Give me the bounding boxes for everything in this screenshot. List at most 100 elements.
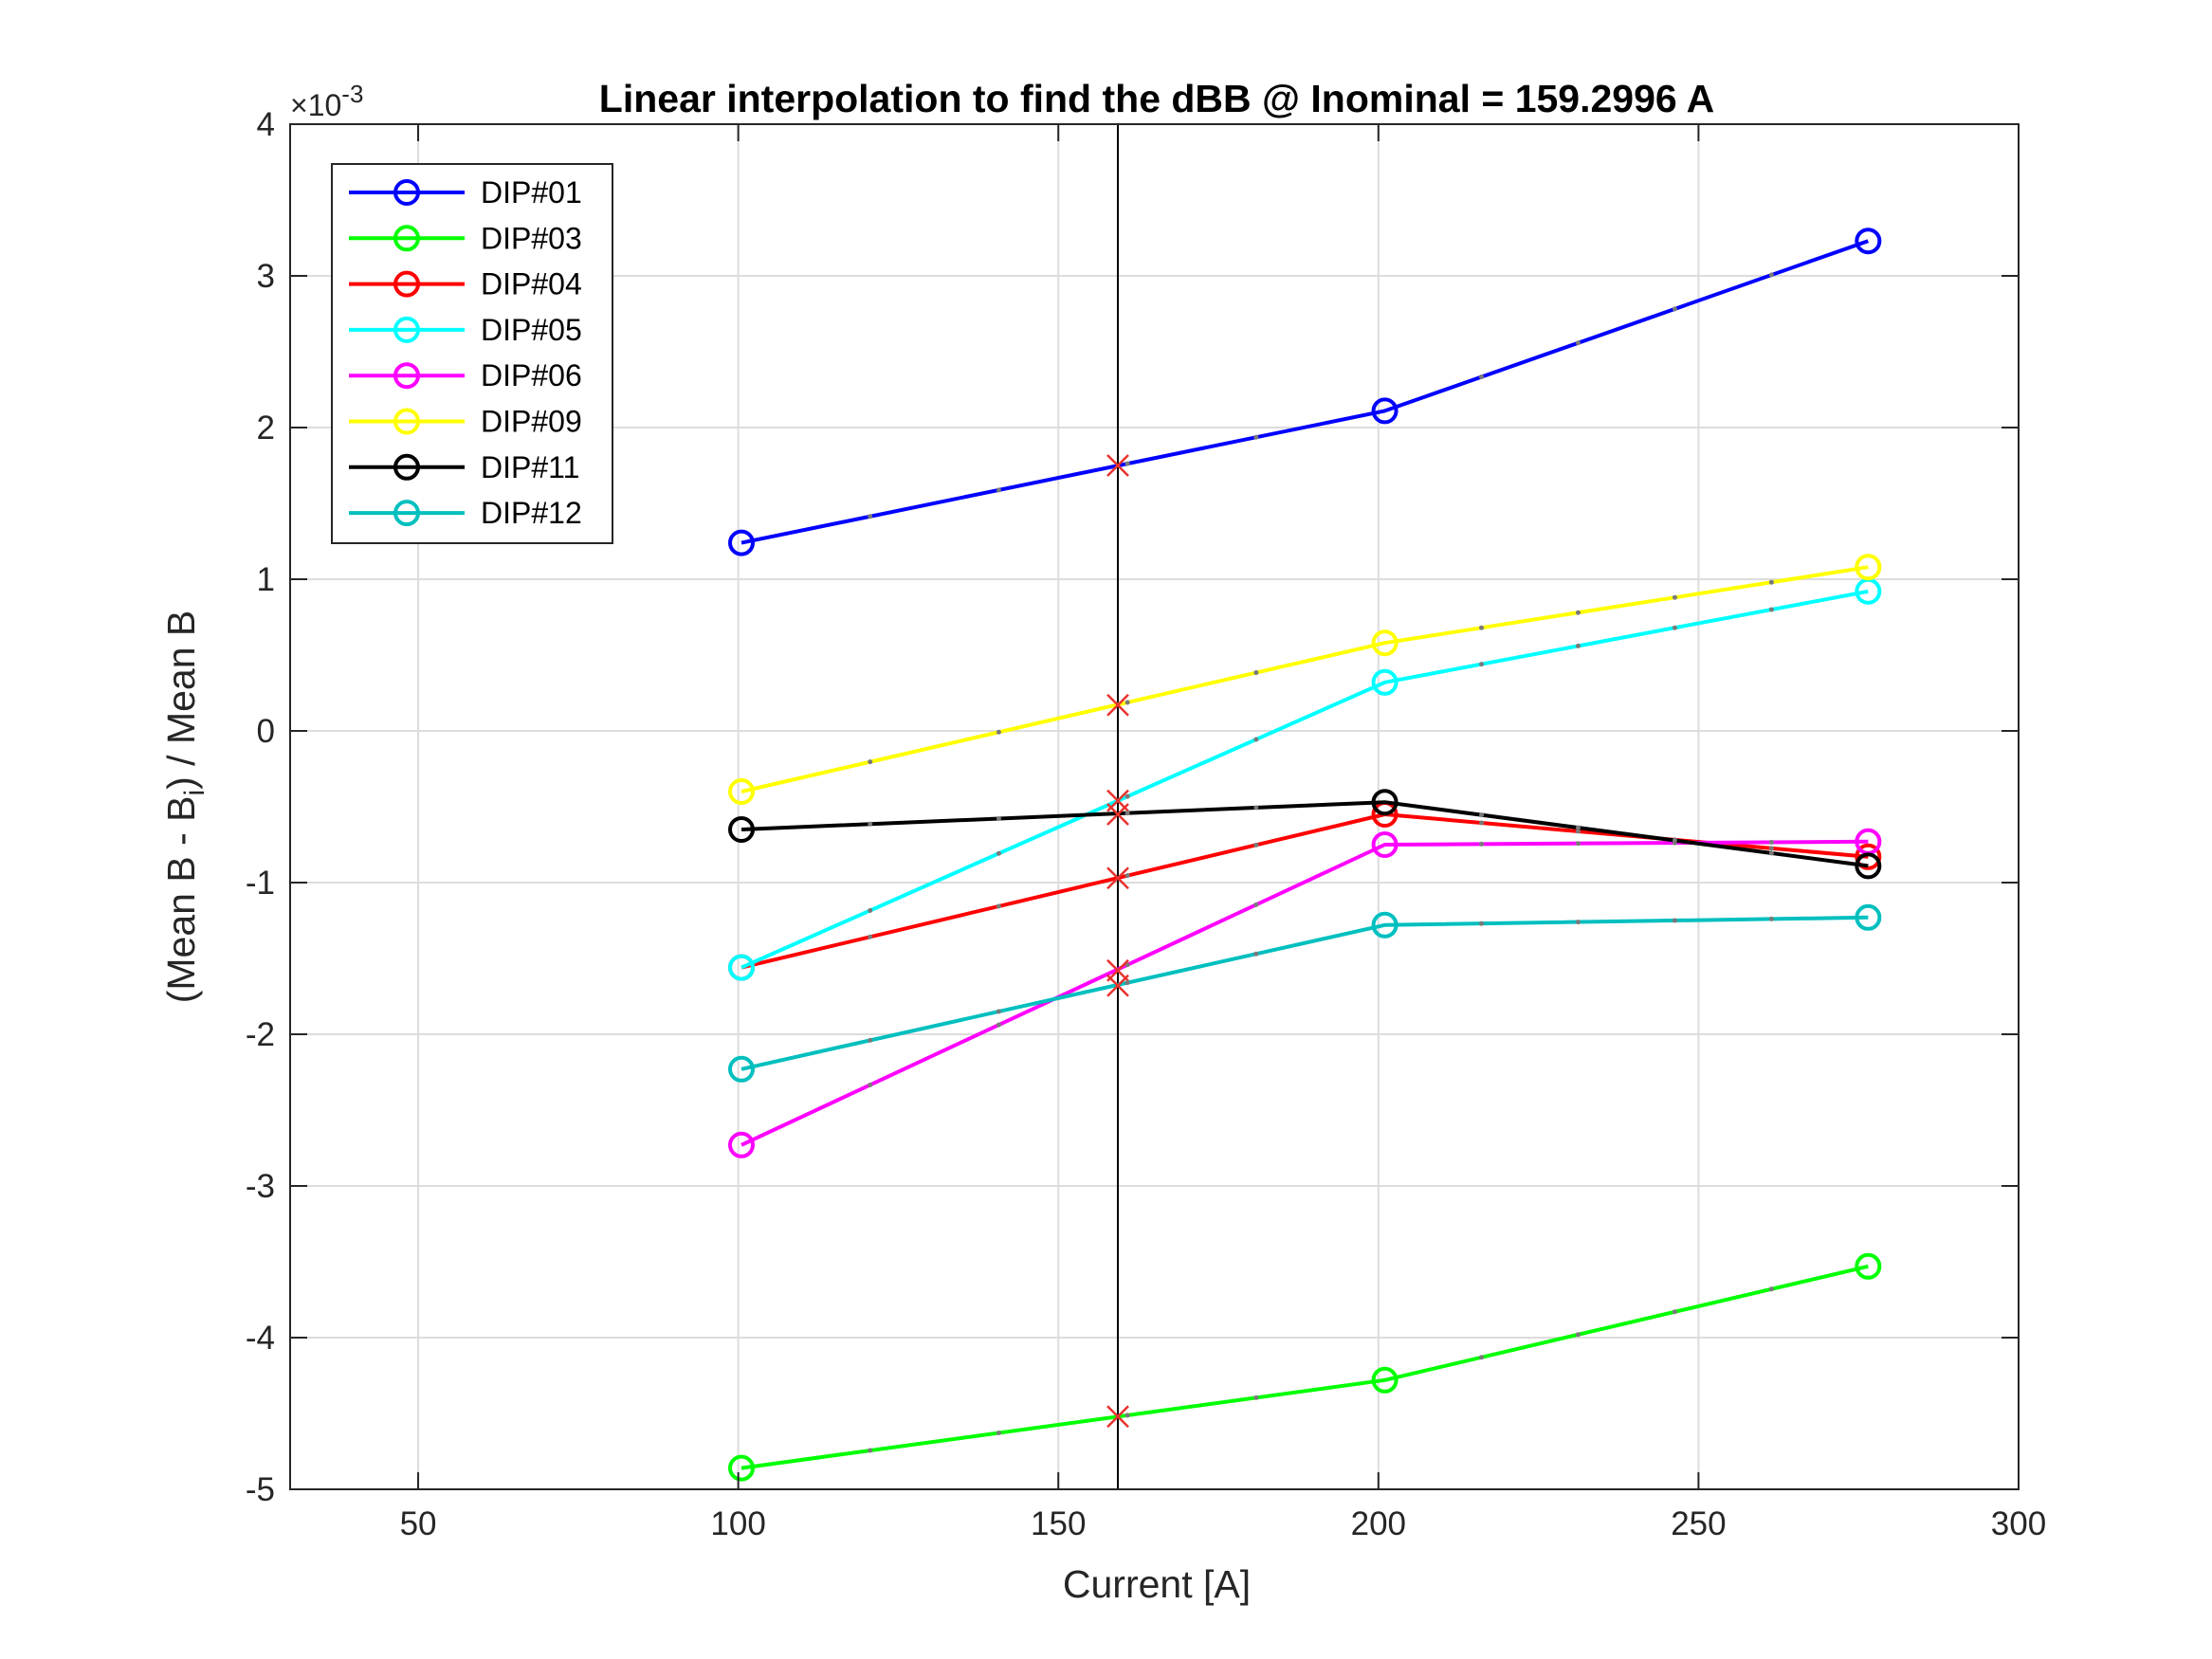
interp-sample-point (1479, 921, 1485, 926)
interp-marker-b (1106, 454, 1129, 477)
interp-sample-point (1479, 1355, 1485, 1360)
y-tick-label: -4 (246, 1320, 275, 1357)
interp-sample-point (1768, 850, 1774, 856)
interp-sample-point (1479, 374, 1485, 380)
series-line (740, 239, 1869, 545)
data-point (1855, 852, 1882, 880)
interp-sample-point (1768, 1286, 1774, 1292)
interp-sample-point (1124, 793, 1130, 799)
data-point (728, 1454, 756, 1482)
interp-sample-point (1253, 951, 1259, 957)
interp-sample-point (1479, 625, 1485, 630)
legend-item: DIP#09 (349, 405, 582, 439)
legend-marker (393, 270, 420, 298)
y-tick-label: 0 (257, 713, 275, 750)
legend-label: DIP#09 (481, 405, 582, 439)
interp-sample-point (1479, 662, 1485, 667)
y-tick-label: -1 (246, 865, 275, 902)
interp-sample-point (1253, 1395, 1259, 1400)
interp-sample-point (1479, 841, 1485, 847)
data-point (728, 778, 756, 805)
interp-marker-b (1106, 974, 1129, 997)
series-line (740, 1264, 1869, 1470)
legend-label: DIP#05 (481, 313, 582, 347)
interp-sample-point (1124, 873, 1130, 879)
legend-items: DIP#01 DIP#03 DIP#04 DIP#05 DIP#06 DIP#09 DIP#… (349, 175, 582, 530)
interp-sample-point (1768, 607, 1774, 612)
interp-marker-b (1106, 866, 1129, 890)
chart-title: Linear interpolation to find the dBB @ I… (599, 77, 1714, 120)
interp-sample-point (1575, 841, 1581, 847)
interp-sample-point (1124, 980, 1130, 986)
interp-sample-point (1575, 920, 1581, 925)
series-line (740, 589, 1869, 970)
legend-item: DIP#04 (349, 267, 582, 301)
interp-sample-point (1768, 579, 1774, 585)
interp-sample-point (1672, 306, 1677, 312)
interp-sample-point (1124, 461, 1130, 466)
interp-sample-point (1768, 839, 1774, 845)
interp-sample-point (1672, 838, 1677, 844)
series-DIP#12 (728, 903, 1882, 1083)
interp-sample-point (868, 934, 873, 939)
interp-sample-point (996, 1022, 1001, 1028)
data-point (728, 816, 756, 843)
interp-marker-b (1106, 803, 1129, 826)
interp-sample-point (1768, 272, 1774, 278)
interp-sample-point (1253, 434, 1259, 440)
interp-sample-point (868, 759, 873, 765)
legend-marker (393, 500, 420, 527)
interp-sample-point (1124, 700, 1130, 705)
data-point (1371, 668, 1398, 696)
interp-sample-point (1575, 825, 1581, 830)
interp-sample-point (996, 1009, 1001, 1014)
interp-sample-point (1768, 916, 1774, 921)
interp-sample-point (1672, 918, 1677, 923)
interp-sample-point (1575, 610, 1581, 615)
interp-sample-point (868, 1448, 873, 1453)
legend-item: DIP#06 (349, 358, 582, 392)
interp-sample-point (868, 1037, 873, 1043)
series-line (740, 565, 1869, 793)
interp-sample-point (1575, 643, 1581, 648)
data-point (1371, 911, 1398, 939)
y-tick-label: 3 (257, 258, 275, 295)
series-DIP#03 (728, 1252, 1882, 1482)
interp-sample-point (1575, 340, 1581, 346)
x-tick-label: 100 (710, 1505, 765, 1542)
interp-marker-b (1106, 693, 1129, 717)
legend-item: DIP#05 (349, 313, 582, 347)
data-point (1371, 629, 1398, 657)
data-point (728, 1055, 756, 1083)
legend-marker (393, 225, 420, 252)
legend-marker (393, 316, 420, 343)
legend-marker (393, 453, 420, 481)
grid (290, 123, 2020, 1490)
interp-sample-point (1672, 625, 1677, 630)
plot-frame (289, 123, 2020, 1490)
interp-sample-point (1575, 1332, 1581, 1338)
interp-sample-point (1479, 820, 1485, 826)
interp-sample-point (868, 514, 873, 520)
series-DIP#11 (728, 789, 1882, 880)
interp-sample-point (1124, 811, 1130, 816)
interp-sample-point (1124, 1413, 1130, 1418)
series-DIP#01 (728, 228, 1882, 556)
legend-box (331, 163, 613, 544)
interp-sample-point (1479, 812, 1485, 818)
interp-sample-point (1253, 670, 1259, 676)
legend-item: DIP#11 (349, 450, 579, 484)
data-point (728, 1131, 756, 1158)
legend-label: DIP#12 (481, 496, 582, 530)
data-point (1855, 843, 1882, 870)
interp-sample-point (996, 1430, 1001, 1435)
x-tick-label: 50 (400, 1505, 437, 1542)
interp-sample-point (1253, 842, 1259, 848)
data-point (1371, 789, 1398, 816)
y-tick-label: -3 (246, 1168, 275, 1205)
interp-sample-point (1768, 846, 1774, 851)
interp-sample-point (1253, 902, 1259, 907)
y-tick-label: 2 (257, 410, 275, 447)
legend-label: DIP#06 (481, 358, 582, 392)
